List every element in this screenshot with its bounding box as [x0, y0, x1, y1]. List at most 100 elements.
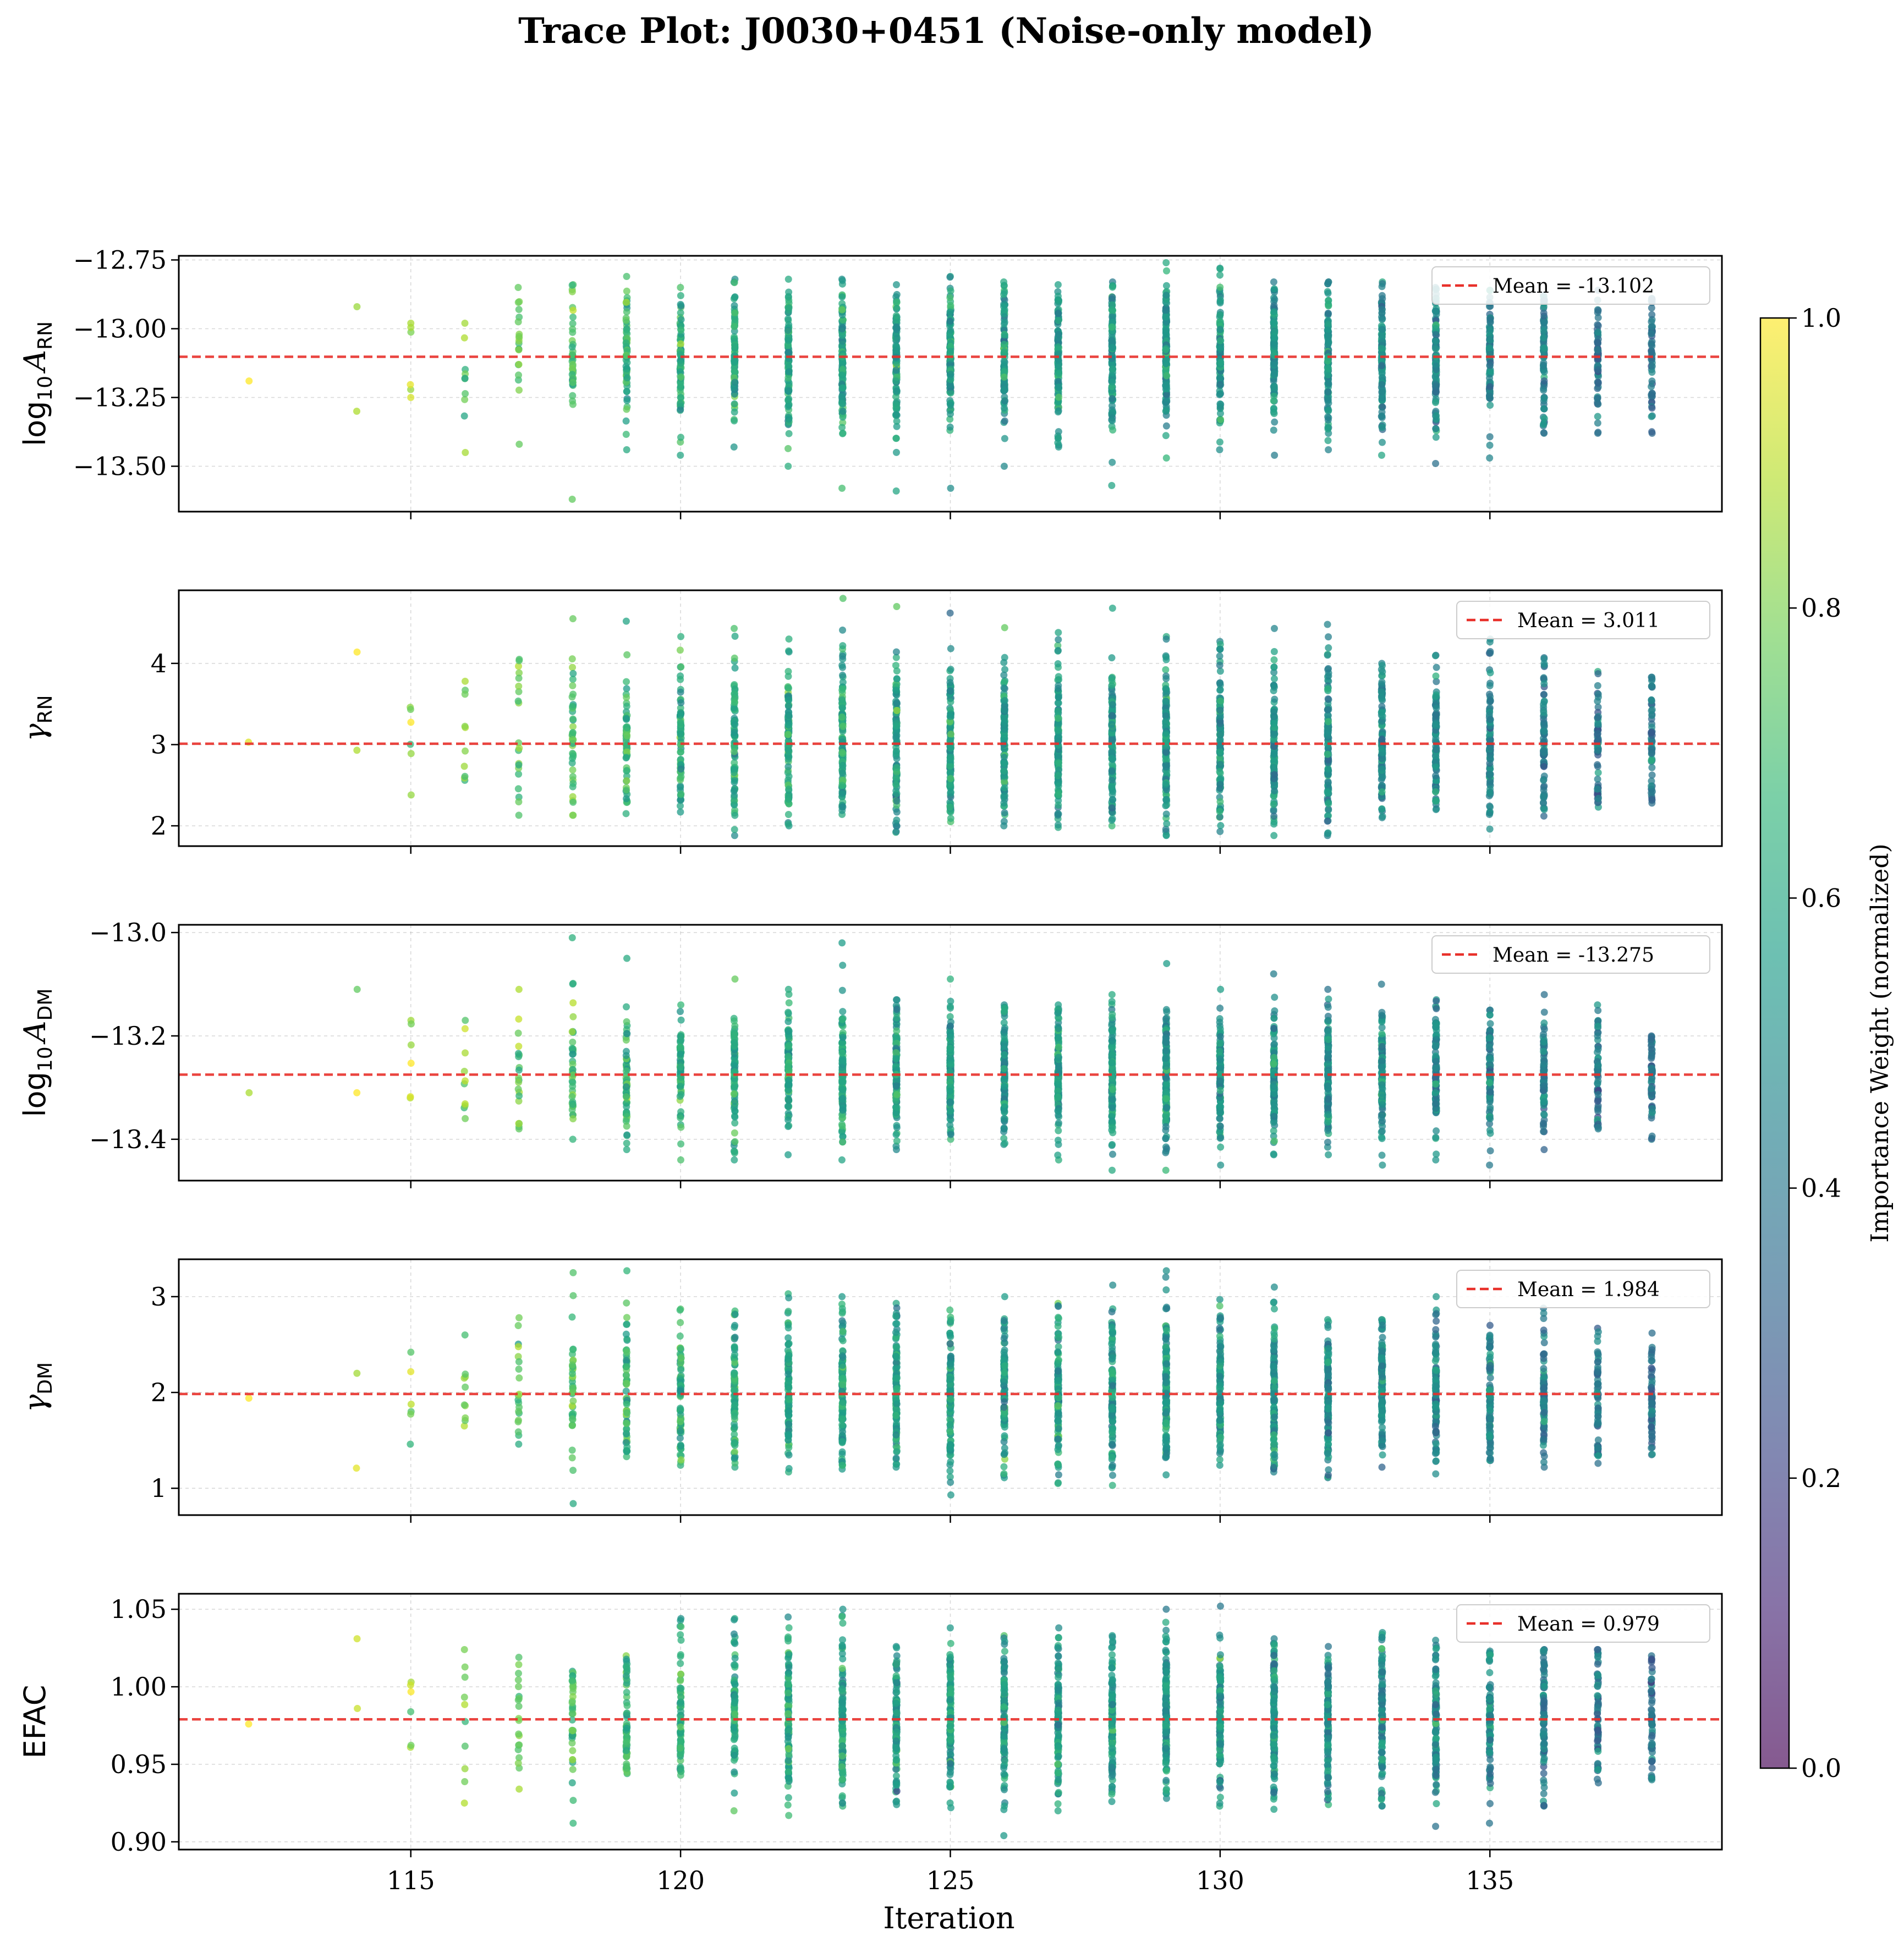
data-point — [1325, 399, 1332, 407]
data-point — [569, 313, 577, 321]
data-point — [1055, 370, 1062, 377]
data-point — [839, 1138, 847, 1146]
data-point — [1540, 377, 1548, 385]
data-point — [1324, 685, 1331, 693]
data-point — [1325, 644, 1332, 652]
data-point — [568, 655, 576, 663]
data-point — [893, 1027, 901, 1035]
data-point — [623, 1018, 630, 1025]
data-point — [892, 435, 900, 442]
data-point — [569, 378, 577, 386]
data-point — [1540, 386, 1548, 394]
data-point — [1000, 367, 1008, 375]
data-point — [515, 674, 523, 682]
data-point — [730, 443, 738, 451]
data-point — [838, 371, 846, 379]
data-point — [784, 1018, 792, 1025]
data-point — [1162, 675, 1170, 683]
data-point — [946, 769, 954, 776]
data-point — [514, 1050, 522, 1057]
data-point — [892, 1082, 900, 1090]
data-point — [1109, 378, 1116, 386]
data-point — [1594, 714, 1601, 722]
data-point — [1540, 690, 1548, 698]
data-point — [677, 699, 685, 706]
data-point — [1109, 343, 1116, 351]
data-point — [1378, 774, 1386, 782]
data-point — [1485, 392, 1493, 400]
data-point — [1216, 808, 1223, 815]
data-point — [839, 626, 847, 634]
data-point — [838, 1096, 846, 1104]
data-point — [1432, 434, 1440, 441]
data-point — [1486, 336, 1494, 344]
data-point — [677, 393, 684, 401]
data-point — [1540, 429, 1548, 437]
data-point — [731, 1030, 739, 1038]
data-point — [1055, 735, 1062, 743]
data-point — [1594, 378, 1602, 386]
data-point — [1540, 727, 1548, 735]
data-point — [946, 712, 954, 720]
chart-title: Trace Plot: J0030+0451 (Noise-only model… — [518, 10, 1374, 52]
data-point — [623, 767, 630, 775]
data-point — [514, 299, 522, 306]
data-point — [1000, 361, 1008, 369]
data-point — [1432, 763, 1440, 771]
data-point — [1594, 747, 1602, 754]
data-point — [1162, 729, 1170, 737]
data-point — [892, 281, 900, 288]
data-point — [568, 1028, 576, 1035]
data-point — [1431, 652, 1439, 660]
data-point — [1431, 797, 1439, 805]
data-point — [784, 1027, 792, 1035]
data-point — [784, 349, 792, 356]
data-point — [677, 808, 684, 816]
data-point — [622, 1083, 630, 1091]
data-point — [1001, 417, 1008, 425]
data-point — [677, 326, 685, 334]
data-point — [892, 312, 900, 320]
data-point — [677, 359, 685, 367]
data-point — [569, 736, 577, 744]
data-point — [515, 682, 523, 690]
data-point — [947, 744, 954, 752]
data-point — [785, 321, 793, 328]
data-point — [462, 1115, 469, 1122]
data-point — [893, 1091, 901, 1099]
data-point — [1486, 825, 1494, 833]
data-point — [1000, 767, 1008, 775]
data-point — [1378, 735, 1386, 743]
data-point — [784, 820, 792, 828]
data-point — [1055, 378, 1062, 386]
data-point — [1216, 265, 1224, 273]
data-point — [1162, 360, 1170, 367]
data-point — [1648, 311, 1656, 319]
data-point — [677, 434, 684, 441]
data-point — [946, 294, 954, 301]
data-point — [731, 293, 739, 301]
data-point — [1270, 750, 1278, 758]
data-point — [353, 747, 361, 754]
data-point — [730, 1061, 738, 1069]
data-point — [946, 609, 954, 617]
data-point — [1162, 763, 1170, 771]
data-point — [1054, 439, 1062, 447]
data-point — [1001, 726, 1008, 733]
data-point — [1324, 830, 1331, 837]
data-point — [677, 284, 684, 291]
data-point — [677, 340, 684, 348]
data-point — [1216, 410, 1224, 418]
data-point — [838, 424, 846, 431]
data-point — [353, 1089, 361, 1096]
data-point — [784, 327, 792, 334]
data-point — [839, 1106, 847, 1114]
data-point — [677, 373, 685, 381]
data-point — [1271, 452, 1279, 459]
data-point — [1055, 356, 1062, 364]
data-point — [893, 1014, 901, 1022]
data-point — [569, 753, 577, 760]
data-point — [1594, 682, 1601, 689]
data-point — [1216, 391, 1223, 399]
data-point — [1054, 660, 1062, 668]
